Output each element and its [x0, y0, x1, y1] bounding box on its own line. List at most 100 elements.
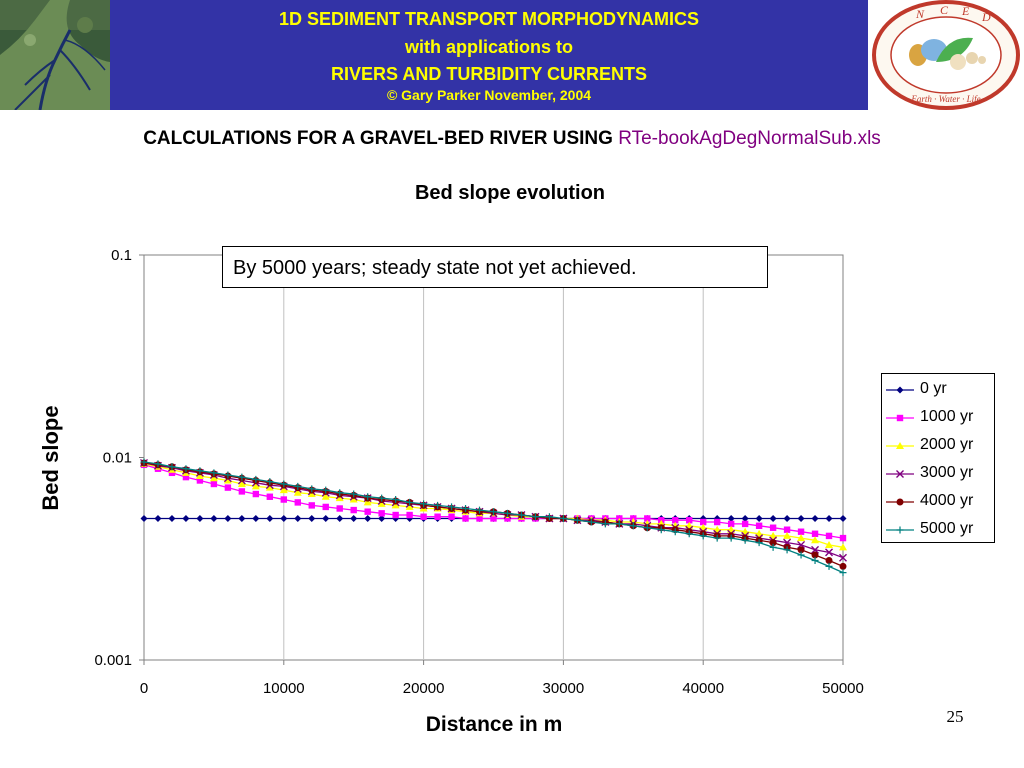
copyright-text: © Gary Parker November, 2004: [386, 87, 592, 103]
data-point: [182, 514, 190, 522]
legend-item: 1000 yr: [882, 406, 994, 430]
data-point: [727, 520, 735, 528]
legend-swatch: [886, 414, 914, 422]
satellite-delta-image: [0, 0, 110, 110]
data-point: [490, 515, 497, 522]
data-point: [601, 520, 609, 528]
data-point: [825, 562, 833, 570]
data-point: [839, 514, 847, 522]
data-point: [266, 478, 274, 486]
data-point: [350, 490, 358, 498]
data-point: [210, 514, 218, 522]
data-point: [392, 511, 399, 519]
data-point: [378, 510, 385, 517]
data-point: [420, 500, 428, 508]
data-point: [755, 539, 763, 547]
y-axis-label: Bed slope: [38, 405, 63, 511]
data-point: [238, 514, 246, 522]
data-point: [839, 534, 847, 542]
data-point: [839, 569, 847, 577]
data-point: [825, 540, 834, 548]
data-point: [587, 518, 595, 526]
legend-label: 1000 yr: [920, 408, 974, 425]
data-point: [224, 514, 232, 522]
data-point: [462, 504, 470, 512]
data-point: [811, 536, 820, 544]
data-point: [741, 536, 749, 544]
data-point: [629, 522, 637, 530]
legend-swatch: [886, 526, 914, 534]
data-point: [686, 517, 693, 524]
course-title-line2: with applications to: [404, 37, 573, 57]
legend-item: 3000 yr: [882, 462, 994, 486]
data-point: [279, 486, 288, 494]
legend-label: 2000 yr: [920, 436, 974, 453]
data-point: [154, 514, 162, 522]
data-point: [490, 508, 497, 516]
x-tick-label: 40000: [682, 680, 724, 697]
annotation-box: By 5000 years; steady state not yet achi…: [222, 246, 768, 288]
data-point: [741, 520, 749, 528]
data-point: [168, 514, 176, 522]
legend-swatch: [886, 386, 914, 394]
x-tick-label: 50000: [822, 680, 864, 697]
data-point: [322, 503, 329, 511]
data-point: [504, 515, 511, 522]
data-point: [224, 471, 232, 479]
data-point: [448, 503, 456, 511]
data-point: [196, 477, 204, 484]
data-point: [420, 513, 427, 520]
data-point: [545, 513, 553, 521]
data-point: [251, 482, 260, 490]
data-point: [699, 532, 707, 540]
data-point: [769, 543, 777, 551]
data-point: [377, 499, 386, 507]
plot-area: [143, 254, 844, 661]
data-point: [741, 514, 749, 522]
x-tick-label: 30000: [543, 680, 585, 697]
slide-header: 1D SEDIMENT TRANSPORT MORPHODYNAMICS wit…: [0, 0, 1024, 110]
legend-item: 2000 yr: [882, 434, 994, 458]
data-point: [280, 480, 288, 488]
data-point: [672, 517, 679, 524]
data-point: [783, 531, 792, 539]
data-point: [755, 529, 764, 537]
data-point: [476, 515, 483, 522]
data-point: [140, 458, 148, 466]
data-point: [811, 551, 819, 559]
data-point: [238, 488, 246, 495]
y-tick-label: 0.001: [94, 652, 132, 669]
data-point: [265, 483, 274, 491]
gridlines: [283, 255, 704, 660]
data-point: [434, 501, 442, 509]
legend-swatch: [886, 470, 914, 478]
data-point: [293, 488, 302, 496]
legend-swatch: [886, 442, 914, 449]
legend-label: 4000 yr: [920, 492, 974, 509]
data-point: [209, 474, 218, 482]
data-point: [195, 472, 204, 480]
data-point: [294, 514, 302, 522]
data-point: [336, 489, 344, 497]
legend-marker: [896, 526, 904, 534]
data-point: [196, 514, 204, 522]
course-title-line1: 1D SEDIMENT TRANSPORT MORPHODYNAMICS: [278, 9, 700, 29]
data-point: [349, 495, 358, 503]
data-point: [811, 514, 819, 522]
data-point: [294, 499, 301, 506]
data-point: [308, 485, 316, 493]
data-point: [336, 505, 343, 512]
data-point: [644, 515, 651, 522]
data-point: [350, 514, 358, 522]
data-point: [322, 486, 330, 494]
data-point: [797, 528, 805, 535]
legend-marker: [896, 386, 904, 394]
data-point: [406, 511, 413, 519]
data-point: [210, 469, 218, 477]
data-point: [797, 534, 806, 542]
data-point: [405, 502, 414, 510]
data-point: [335, 494, 344, 502]
data-point: [350, 506, 357, 514]
data-point: [238, 473, 246, 481]
data-point: [280, 496, 287, 503]
